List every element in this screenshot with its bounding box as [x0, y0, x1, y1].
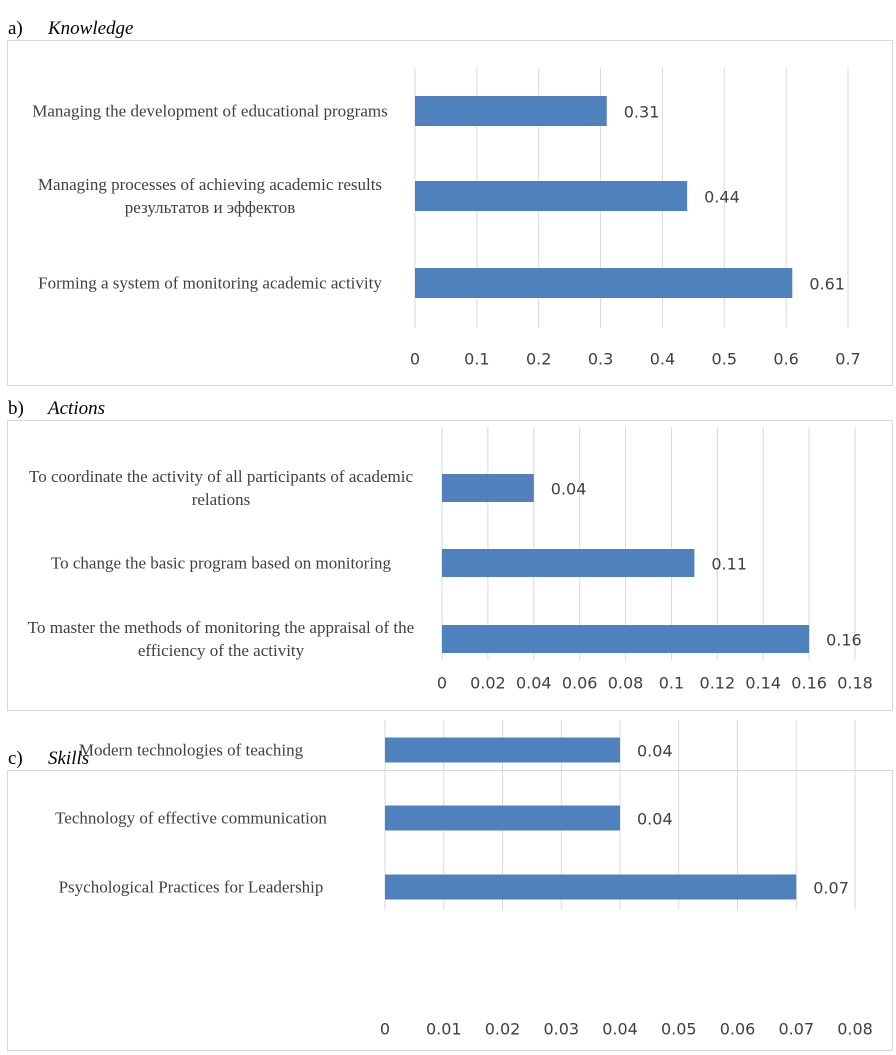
bar	[442, 549, 695, 577]
bar	[385, 874, 797, 900]
x-tick-label: 0.06	[720, 1020, 756, 1039]
x-tick-label: 0.08	[837, 1020, 873, 1039]
x-tick-label: 0.5	[712, 350, 737, 369]
value-label: 0.16	[826, 631, 862, 650]
x-tick-label: 0.04	[516, 674, 552, 693]
x-tick-label: 0.18	[837, 674, 873, 693]
value-label: 0.31	[624, 103, 660, 122]
panel-border	[7, 770, 893, 1051]
panel-title: Knowledge	[47, 18, 134, 39]
x-tick-label: 0.2	[526, 350, 551, 369]
x-tick-label: 0.04	[602, 1020, 638, 1039]
x-tick-label: 0.1	[659, 674, 684, 693]
x-tick-label: 0	[380, 1020, 390, 1039]
x-tick-label: 0.02	[485, 1020, 521, 1039]
x-tick-label: 0	[437, 674, 447, 693]
x-tick-label: 0.16	[791, 674, 827, 693]
value-label: 0.61	[809, 275, 845, 294]
x-tick-label: 0.06	[562, 674, 598, 693]
x-tick-label: 0.03	[543, 1020, 579, 1039]
bar	[442, 474, 534, 502]
value-label: 0.11	[711, 555, 747, 574]
category-label: To coordinate the activity of all partic…	[29, 467, 413, 509]
panel-title: Skills	[48, 748, 89, 769]
x-tick-label: 0.12	[700, 674, 736, 693]
bar	[415, 268, 793, 298]
x-tick-label: 0.7	[835, 350, 860, 369]
bar	[442, 625, 810, 653]
value-label: 0.44	[704, 188, 740, 207]
value-label: 0.04	[551, 480, 587, 499]
x-tick-label: 0.05	[661, 1020, 697, 1039]
x-tick-label: 0.3	[588, 350, 613, 369]
x-tick-label: 0	[410, 350, 420, 369]
value-label: 0.04	[637, 742, 673, 761]
category-label: Technology of effective communication	[55, 808, 327, 828]
bar	[385, 805, 620, 831]
category-label: To master the methods of monitoring the …	[27, 618, 415, 660]
x-tick-label: 0.02	[470, 674, 506, 693]
panel-label: b)	[8, 398, 24, 419]
bar	[415, 96, 607, 126]
x-tick-label: 0.01	[426, 1020, 462, 1039]
panel-border	[7, 420, 893, 711]
category-label: Forming a system of monitoring academic …	[38, 273, 382, 293]
panel-border	[7, 40, 893, 386]
category-label: Psychological Practices for Leadership	[58, 877, 324, 897]
category-label: Managing processes of achieving academic…	[37, 175, 383, 217]
x-tick-label: 0.4	[650, 350, 675, 369]
panel-label: c)	[8, 748, 23, 769]
x-tick-label: 0.1	[464, 350, 489, 369]
x-tick-label: 0.14	[745, 674, 781, 693]
panel-title: Actions	[46, 398, 105, 419]
value-label: 0.07	[813, 879, 849, 898]
category-label: To change the basic program based on mon…	[50, 553, 392, 573]
category-label: Modern technologies of teaching	[78, 740, 304, 760]
panel-label: a)	[8, 18, 23, 39]
value-label: 0.04	[637, 810, 673, 829]
bar	[385, 737, 620, 763]
x-tick-label: 0.08	[608, 674, 644, 693]
category-label: Managing the development of educational …	[32, 101, 388, 121]
bar	[415, 181, 688, 211]
x-tick-label: 0.07	[778, 1020, 814, 1039]
x-tick-label: 0.6	[773, 350, 798, 369]
